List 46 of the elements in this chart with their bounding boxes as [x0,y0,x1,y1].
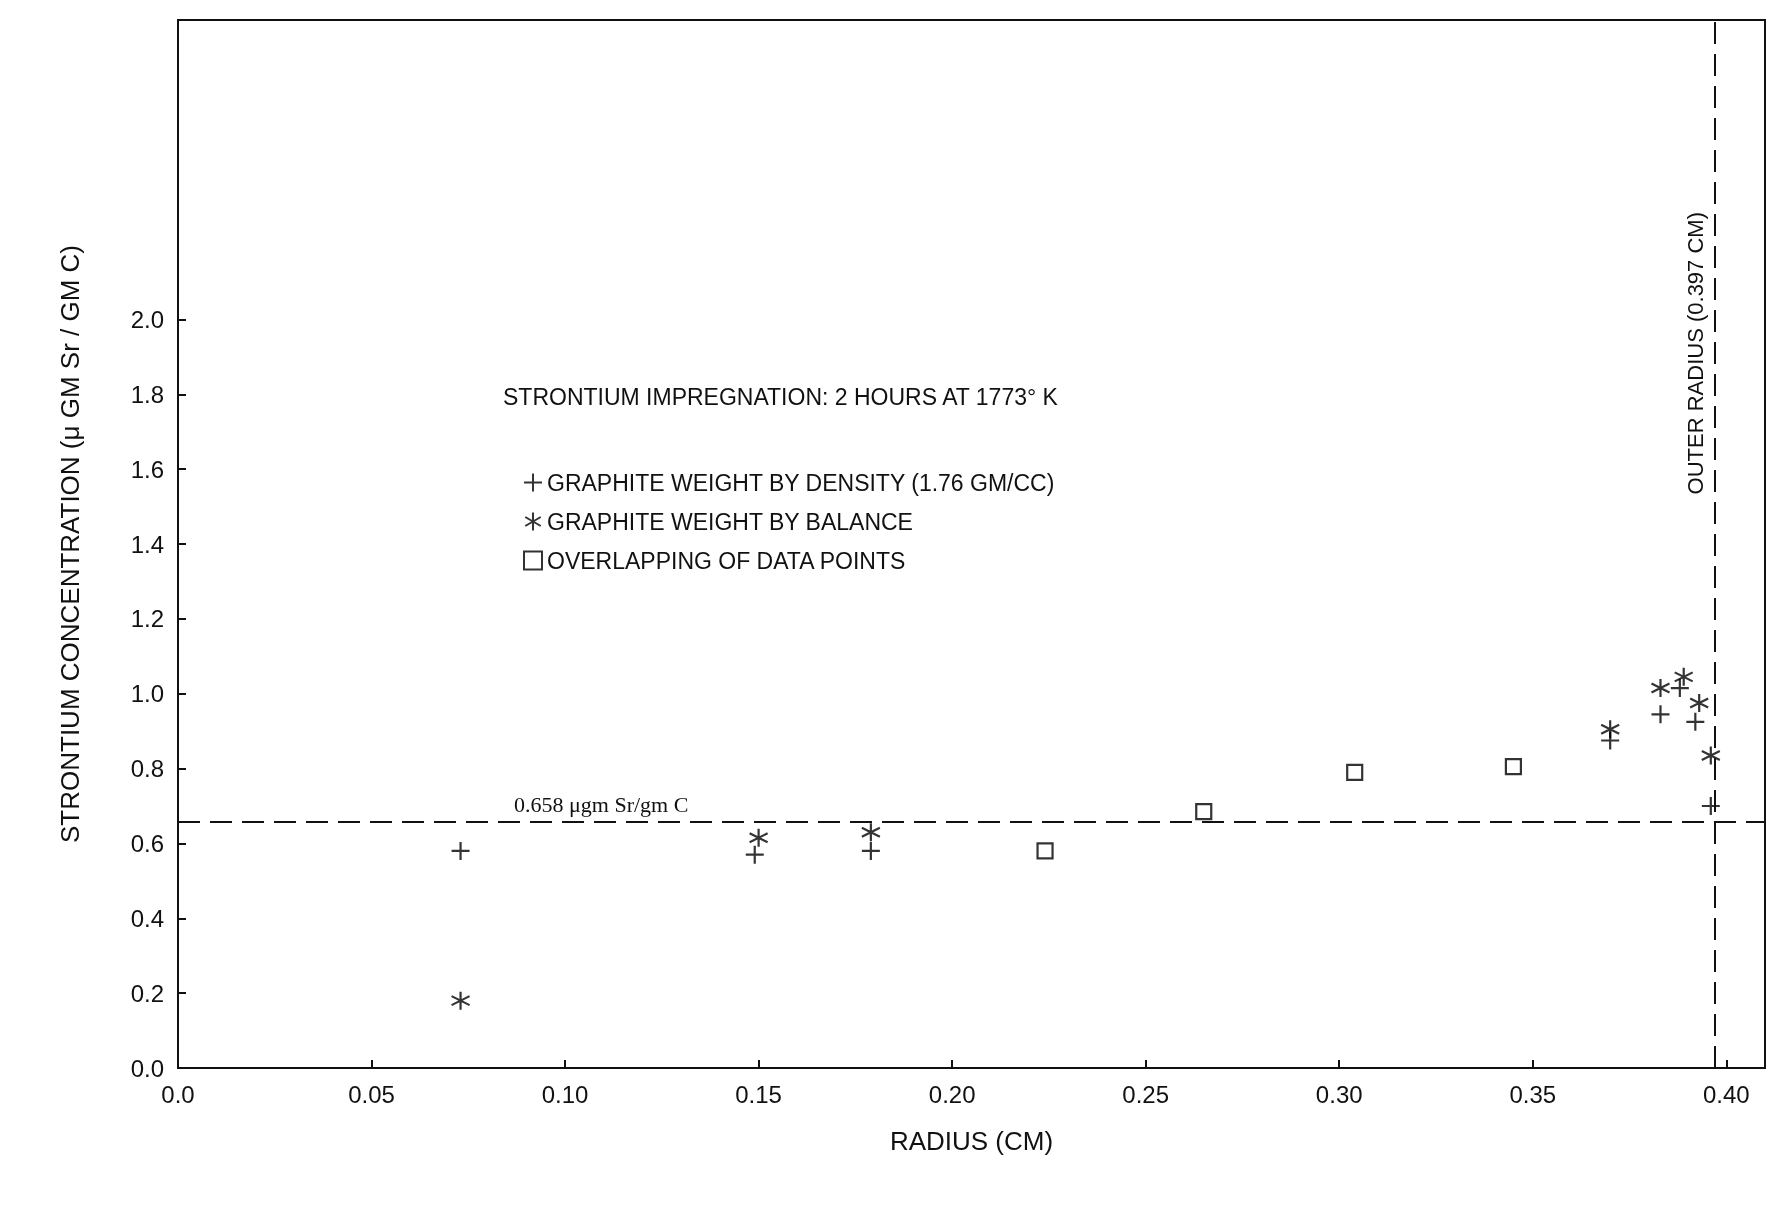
point [1669,678,1690,699]
legend-label: GRAPHITE WEIGHT BY BALANCE [547,508,913,535]
ref-line-label: 0.658 μgm Sr/gm C [514,792,689,818]
y-tick-label: 1.8 [130,380,164,408]
y-axis-title: STRONTIUM CONCENTRATION (μ GM Sr / GM C) [55,244,85,844]
y-tick-label: 1.4 [130,530,164,558]
point [860,822,881,843]
x-tick-label: 0.20 [928,1080,976,1108]
point [1346,763,1364,781]
ref-line-label: OUTER RADIUS (0.397 CM) [1683,212,1709,495]
x-tick-label: 0.30 [1315,1080,1363,1108]
x-tick-label: 0.35 [1509,1080,1557,1108]
x-tick-label: 0.40 [1702,1080,1750,1108]
point [1685,711,1706,732]
legend-label: GRAPHITE WEIGHT BY DENSITY (1.76 GM/CC) [547,469,1055,496]
y-tick-label: 0.8 [130,755,164,783]
y-tick-label: 1.6 [130,455,164,483]
point [450,990,471,1011]
x-tick-label: 0.05 [348,1080,395,1108]
legend-label: OVERLAPPING OF DATA POINTS [547,547,906,574]
point [1689,692,1710,714]
y-tick-label: 1.2 [130,605,164,633]
x-axis-title: RADIUS (CM) [889,1126,1054,1156]
x-tick-label: 0.0 [161,1080,195,1108]
x-tick-label: 0.10 [541,1080,589,1108]
point [1650,704,1671,725]
point [1600,719,1621,740]
point [860,840,881,862]
x-tick-label: 0.25 [1122,1080,1170,1108]
y-tick-label: 0.4 [130,904,164,932]
y-tick-label: 0.0 [130,1054,164,1082]
y-tick-label: 0.2 [130,979,164,1007]
y-tick-label: 2.0 [130,305,164,333]
x-tick-label: 0.15 [735,1080,782,1108]
point [1700,745,1721,766]
point [748,827,769,848]
text: STRONTIUM IMPREGNATION: 2 HOURS AT 1773° K [503,383,1059,410]
point [1650,678,1671,699]
point [1504,758,1522,776]
point [1195,803,1213,821]
y-tick-label: 0.6 [130,829,164,857]
point [1036,842,1054,860]
point [744,844,765,865]
point [1673,666,1694,687]
y-tick-label: 1.0 [130,680,164,708]
point [450,840,471,862]
